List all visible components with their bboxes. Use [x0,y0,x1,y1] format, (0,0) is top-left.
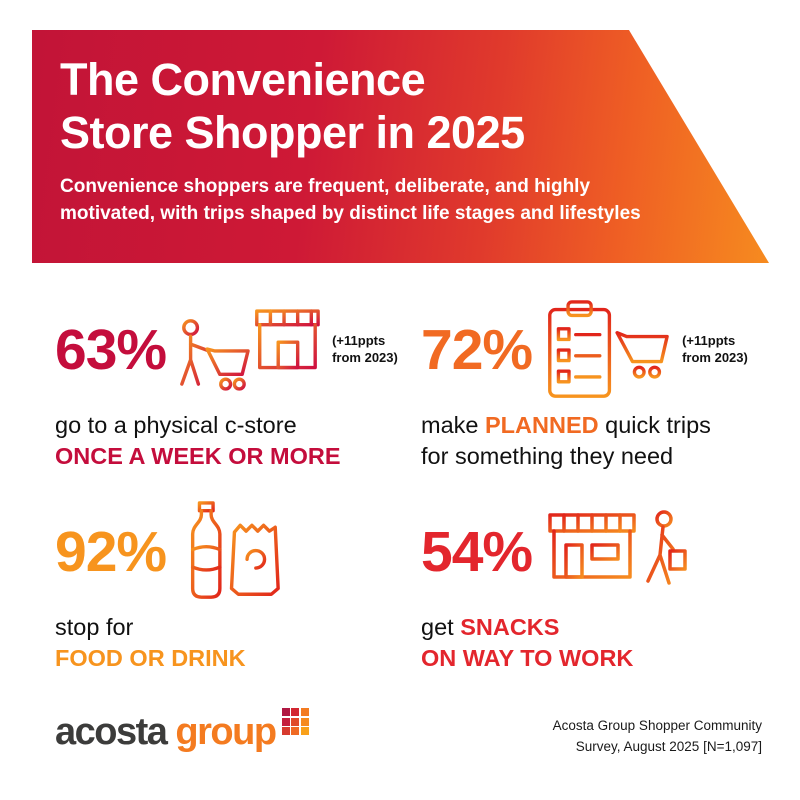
header-banner: The Convenience Store Shopper in 2025 Co… [32,30,769,263]
stat1-text: go to a physical c-store ONCE A WEEK OR … [55,410,417,471]
stat2-line2: for something they need [421,442,674,469]
stat2-change-note: (+11ppts from 2023) [682,333,748,365]
stat3-line2: FOOD OR DRINK [55,644,246,671]
stat3-visual-row: 92% [55,500,417,604]
stat4-visual-row: 54% [421,500,783,604]
stat2-line1: make PLANNED quick trips [421,412,711,438]
checklist-cart-icon [548,299,669,398]
stat1-line1: go to a physical c-store [55,412,297,438]
page-subtitle: Convenience shoppers are frequent, delib… [60,176,641,224]
stat2-value: 72% [421,318,533,382]
stat4-text: get SNACKS ON WAY TO WORK [421,612,783,673]
bottle-and-snack-bag-icon [191,501,280,599]
shopper-cart-storefront-icon [180,309,320,391]
stat2-highlight: PLANNED [485,412,599,438]
stat-block-snacks-commute: 54% get SNACKS ON WAY TO WORK [421,500,783,673]
stat1-line2: ONCE A WEEK OR MORE [55,442,341,469]
stat2-text: make PLANNED quick trips for something t… [421,410,783,471]
stat4-line1: get SNACKS [421,614,560,640]
stat4-line2: ON WAY TO WORK [421,644,634,671]
stat1-change-note: (+11ppts from 2023) [332,333,398,365]
stat1-value: 63% [55,318,167,382]
stat-block-planned-trips: 72% (+11ppts from 2023) make [421,298,783,471]
acosta-group-logo: acosta group [55,708,309,754]
logo-word-group: group [175,711,277,753]
logo-word-acosta: acosta [55,711,168,753]
stat3-text: stop for FOOD OR DRINK [55,612,417,673]
stat2-visual-row: 72% (+11ppts from 2023) [421,298,783,402]
page-title: The Convenience Store Shopper in 2025 [60,54,525,158]
stat4-value: 54% [421,520,533,584]
pixel-mosaic-icon [281,708,309,735]
stat-block-food-drink: 92% stop for FOOD OR DRINK [55,500,417,673]
stat3-value: 92% [55,520,167,584]
stat4-highlight: SNACKS [460,614,560,640]
stat3-line1: stop for [55,614,134,640]
source-citation: Acosta Group Shopper Community Survey, A… [552,718,762,754]
stat1-visual-row: 63% (+11ppts from 2023) [55,298,417,402]
storefront-commuter-icon [548,509,687,585]
stat-block-weekly-visits: 63% (+11ppts from 2023) go to [55,298,417,471]
